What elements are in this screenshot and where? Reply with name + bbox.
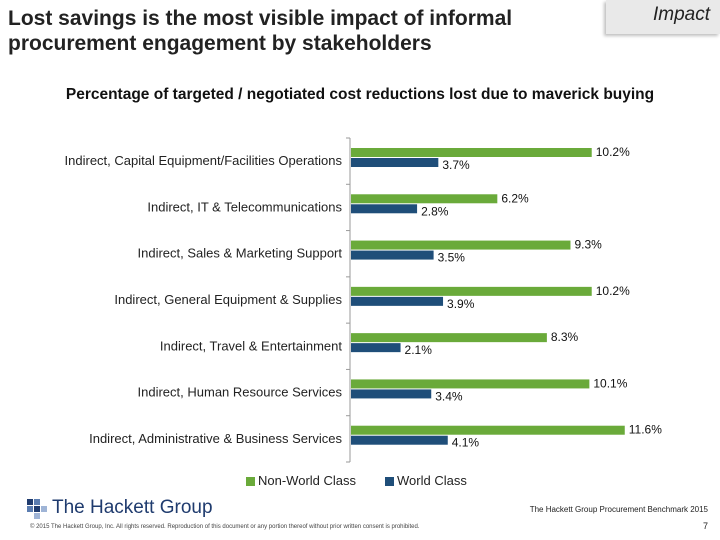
- bar-world-class: [351, 435, 448, 445]
- data-label-non-world-class: 9.3%: [574, 238, 602, 252]
- data-label-non-world-class: 10.2%: [596, 284, 630, 298]
- bar-non-world-class: [351, 240, 571, 250]
- page-number: 7: [702, 521, 708, 531]
- category-label: Indirect, Travel & Entertainment: [160, 338, 342, 353]
- category-label: Indirect, IT & Telecommunications: [147, 199, 342, 214]
- data-label-world-class: 4.1%: [452, 436, 480, 450]
- impact-badge: Impact: [606, 0, 720, 34]
- bar-non-world-class: [351, 333, 547, 343]
- slide-title: Lost savings is the most visible impact …: [8, 7, 513, 55]
- chart-title: Percentage of targeted / negotiated cost…: [65, 86, 655, 103]
- legend-label-non-world-class: Non-World Class: [258, 473, 357, 488]
- bar-world-class: [351, 343, 401, 353]
- category-label: Indirect, General Equipment & Supplies: [114, 292, 342, 307]
- hackett-logo-icon: [27, 499, 47, 519]
- legend-non-world-class: Non-World Class: [246, 473, 356, 488]
- category-label: Indirect, Administrative & Business Serv…: [89, 431, 342, 446]
- data-label-world-class: 3.5%: [438, 251, 466, 265]
- bar-world-class: [351, 204, 418, 214]
- bar-world-class: [351, 296, 444, 306]
- data-label-world-class: 3.7%: [442, 158, 470, 172]
- data-label-non-world-class: 10.1%: [593, 376, 627, 390]
- bar-chart: Indirect, Capital Equipment/Facilities O…: [65, 137, 662, 463]
- data-label-non-world-class: 6.2%: [501, 191, 529, 205]
- hackett-logo-text: The Hackett Group: [52, 497, 213, 518]
- data-label-non-world-class: 10.2%: [596, 145, 630, 159]
- bar-non-world-class: [351, 286, 592, 296]
- data-label-world-class: 2.8%: [421, 204, 449, 218]
- category-label: Indirect, Human Resource Services: [138, 385, 343, 400]
- impact-badge-label: Impact: [652, 4, 710, 25]
- bar-world-class: [351, 250, 434, 260]
- bar-non-world-class: [351, 379, 590, 389]
- legend-swatch-world-class: [385, 477, 394, 487]
- source-note: The Hackett Group Procurement Benchmark …: [529, 505, 708, 514]
- data-label-world-class: 3.9%: [447, 297, 475, 311]
- bar-world-class: [351, 389, 432, 399]
- category-label: Indirect, Sales & Marketing Support: [138, 246, 343, 261]
- legend-world-class: World Class: [385, 473, 467, 488]
- data-label-world-class: 3.4%: [435, 389, 463, 403]
- legend-label-world-class: World Class: [397, 473, 467, 488]
- bar-world-class: [351, 158, 439, 167]
- bar-non-world-class: [351, 194, 498, 204]
- legend-swatch-non-world-class: [246, 477, 255, 487]
- data-label-non-world-class: 8.3%: [551, 330, 579, 344]
- data-label-world-class: 2.1%: [405, 343, 433, 357]
- copyright-notice: © 2015 The Hackett Group, Inc. All right…: [30, 524, 420, 530]
- category-label: Indirect, Capital Equipment/Facilities O…: [65, 153, 343, 168]
- data-label-non-world-class: 11.6%: [629, 423, 662, 437]
- bar-non-world-class: [351, 425, 625, 435]
- bar-non-world-class: [351, 148, 592, 157]
